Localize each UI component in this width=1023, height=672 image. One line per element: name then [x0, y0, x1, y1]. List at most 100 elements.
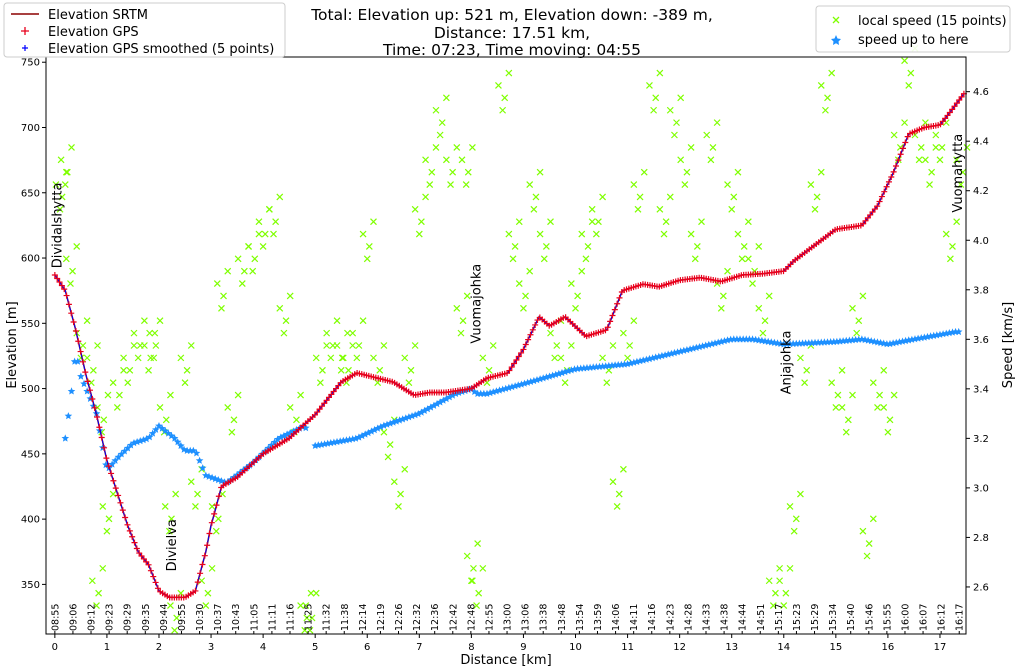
local-speed-point [755, 304, 763, 312]
local-speed-point [333, 342, 341, 349]
local-speed-point [167, 602, 174, 609]
local-speed-point [442, 156, 450, 164]
local-speed-point [307, 589, 315, 597]
local-speed-point [728, 205, 736, 213]
chart-title-line-2: Distance: 17.51 km, [434, 24, 590, 42]
local-speed-point [245, 243, 252, 250]
elevation-gps-point [65, 301, 72, 308]
local-speed-point [749, 280, 756, 288]
y-right-tick-label: 3.6 [973, 335, 989, 346]
speed-to-here-point [848, 336, 857, 344]
time-tick-label: 12:42 [448, 604, 459, 631]
local-speed-point [286, 292, 294, 300]
speed-to-here-point [926, 332, 935, 340]
local-speed-point [432, 106, 440, 114]
speed-to-here-point [170, 434, 179, 442]
speed-to-here-point [520, 379, 529, 387]
local-speed-point [953, 218, 961, 226]
time-tick-label: 10:37 [213, 604, 224, 631]
local-speed-point [942, 230, 950, 238]
local-speed-point [776, 564, 784, 572]
local-speed-point [813, 193, 821, 201]
local-speed-point [459, 317, 467, 325]
local-speed-point [115, 391, 123, 399]
speed-to-here-point [845, 336, 854, 344]
speed-to-here-point [208, 473, 216, 481]
elevation-gps-point [101, 444, 108, 451]
x-tick-label: 4 [260, 642, 266, 653]
local-speed-point [474, 540, 482, 548]
local-speed-point [719, 292, 727, 300]
elevation-gps-point [876, 198, 883, 205]
elevation-gps-point [611, 306, 618, 313]
local-speed-point [171, 626, 179, 634]
local-speed-point [323, 342, 331, 349]
legend-local-speed-swatch [832, 16, 840, 24]
local-speed-point [100, 416, 108, 424]
local-speed-point [220, 292, 227, 300]
time-tick-label: 11:05 [249, 604, 260, 631]
local-speed-point [630, 317, 638, 325]
local-speed-point [212, 527, 220, 535]
local-speed-point [547, 218, 554, 226]
speed-to-here-point [74, 357, 82, 365]
local-speed-point [946, 255, 954, 263]
y-right-tick-label: 2.8 [973, 533, 989, 544]
local-speed-point [261, 230, 269, 238]
local-speed-point [709, 143, 717, 151]
local-speed-point [468, 143, 476, 151]
speed-to-here-point [414, 410, 423, 418]
time-tick-label: 16:07 [919, 604, 930, 631]
time-tick-label: 13:00 [503, 604, 514, 631]
speed-to-here-point [198, 464, 207, 472]
elevation-gps-point [192, 587, 199, 594]
elevation-gps-point [949, 106, 956, 113]
local-speed-point [327, 354, 335, 362]
local-speed-point [140, 342, 148, 349]
x-tick-label: 16 [882, 642, 895, 653]
speed-to-here-point [676, 347, 685, 355]
local-speed-point [849, 304, 856, 312]
local-speed-point [890, 391, 898, 399]
local-speed-point [786, 564, 794, 572]
time-tick-label: 12:48 [466, 604, 477, 631]
local-speed-point [479, 564, 487, 572]
speed-to-here-point [323, 439, 332, 447]
local-speed-point [776, 577, 784, 585]
elevation-gps-point [199, 561, 206, 568]
speed-to-here-point [148, 429, 157, 437]
local-speed-point [120, 366, 128, 374]
local-speed-point [214, 515, 222, 523]
local-speed-point [224, 403, 232, 411]
elevation-gps-point [119, 507, 126, 514]
local-speed-point [646, 82, 653, 89]
local-speed-point [130, 329, 138, 337]
local-speed-point [730, 193, 738, 201]
elevation-gps-point [616, 294, 623, 301]
time-tick-label: 15:29 [810, 604, 821, 631]
elevation-gps-point [513, 356, 520, 363]
local-speed-point [932, 143, 940, 151]
speed-to-here-point [83, 387, 91, 395]
local-speed-point [578, 267, 586, 275]
time-tick-label: 16:17 [955, 604, 966, 631]
elevation-gps-point [522, 341, 529, 348]
local-speed-point [855, 317, 863, 325]
y-left-tick-label: 750 [21, 58, 40, 69]
local-speed-point [744, 255, 752, 263]
legend-srtm: Elevation SRTM [48, 8, 148, 23]
local-speed-point [109, 490, 117, 498]
local-speed-point [270, 230, 277, 238]
elevation-gps-point [131, 539, 138, 546]
local-speed-point [526, 181, 534, 188]
local-speed-point [395, 503, 402, 510]
local-speed-point [792, 515, 800, 523]
speed-to-here-point [561, 368, 569, 376]
local-speed-point [582, 255, 590, 263]
local-speed-point [489, 342, 497, 349]
local-speed-point [109, 379, 117, 387]
elevation-gps-point [77, 348, 84, 355]
elevation-gps-point [958, 93, 965, 100]
y-left-tick-label: 450 [21, 449, 40, 460]
speed-to-here-point [558, 368, 566, 377]
